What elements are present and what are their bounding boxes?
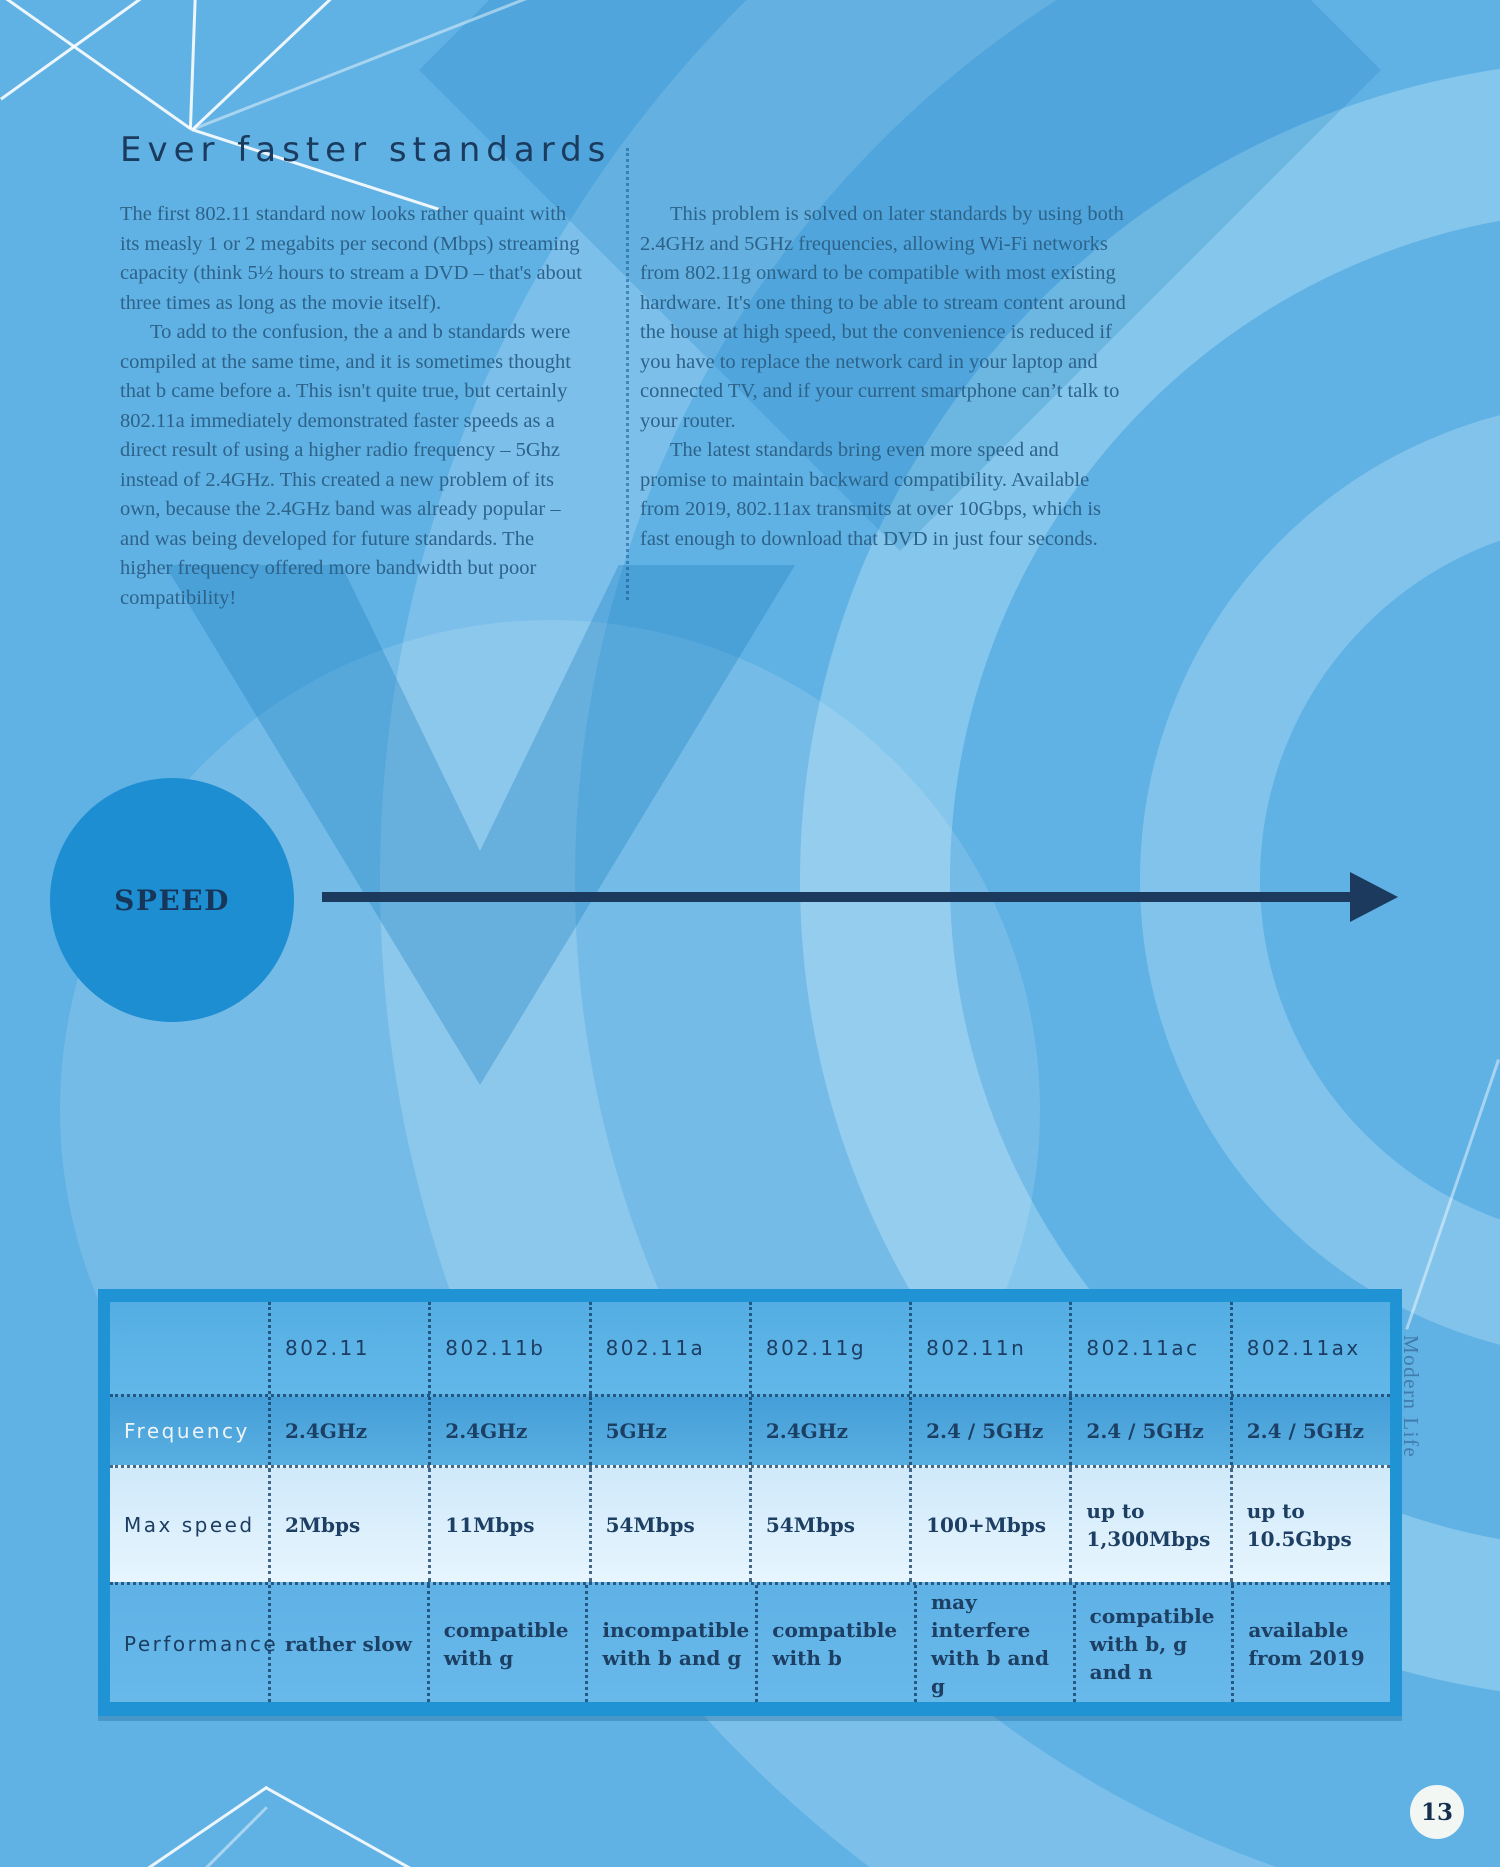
- table-corner-cell: [110, 1302, 268, 1394]
- paragraph: To add to the confusion, the a and b sta…: [120, 321, 571, 609]
- column-divider: [626, 148, 629, 600]
- table-cell: incompatible with b and g: [585, 1585, 755, 1702]
- row-label-max-speed: Max speed: [124, 1513, 255, 1537]
- corner-line-art: [1405, 1059, 1500, 1330]
- row-label-performance: Performance: [124, 1631, 279, 1656]
- column-header-802-11g: 802.11g: [748, 1302, 909, 1394]
- column-header-802-11ax: 802.11ax: [1229, 1302, 1390, 1394]
- table-header-row: 802.11 802.11b 802.11a 802.11g 802.11n 8…: [110, 1302, 1390, 1394]
- speed-arrow: [322, 892, 1354, 902]
- section-label: Modern Life: [1399, 1335, 1423, 1459]
- page-title: Ever faster standards: [120, 130, 612, 170]
- article-left-column: The first 802.11 standard now looks rath…: [120, 200, 590, 613]
- speed-arrowhead-icon: [1350, 872, 1398, 922]
- row-label-frequency: Frequency: [124, 1419, 250, 1443]
- table-cell: up to 10.5Gbps: [1229, 1468, 1390, 1582]
- column-header-802-11b: 802.11b: [428, 1302, 588, 1394]
- table-cell: 2.4 / 5GHz: [1069, 1397, 1229, 1465]
- table-row-frequency: Frequency 2.4GHz 2.4GHz 5GHz 2.4GHz 2.4 …: [110, 1394, 1390, 1465]
- table-row-performance: Performance rather slow compatible with …: [110, 1582, 1390, 1702]
- corner-line-art: [189, 0, 197, 129]
- table-cell: 2.4 / 5GHz: [909, 1397, 1069, 1465]
- table-cell: 2Mbps: [268, 1468, 428, 1582]
- table-cell: compatible with g: [426, 1585, 586, 1702]
- corner-line-art: [192, 0, 342, 130]
- paragraph: The latest standards bring even more spe…: [640, 439, 1101, 550]
- table-cell: compatible with b: [755, 1585, 914, 1702]
- table-cell: rather slow: [268, 1585, 427, 1702]
- table-cell: may interfere with b and g: [913, 1585, 1073, 1702]
- page-number: 13: [1420, 1798, 1453, 1826]
- column-header-802-11a: 802.11a: [588, 1302, 749, 1394]
- table-cell: available from 2019: [1231, 1585, 1390, 1702]
- table-cell: up to 1,300Mbps: [1069, 1468, 1229, 1582]
- table-cell: 54Mbps: [588, 1468, 749, 1582]
- table-row-max-speed: Max speed 2Mbps 11Mbps 54Mbps 54Mbps 100…: [110, 1465, 1390, 1582]
- column-header-802-11ac: 802.11ac: [1069, 1302, 1229, 1394]
- standards-table: 802.11 802.11b 802.11a 802.11g 802.11n 8…: [98, 1289, 1402, 1716]
- table-cell: 2.4GHz: [748, 1397, 909, 1465]
- table-cell: 11Mbps: [428, 1468, 588, 1582]
- page-number-badge: 13: [1410, 1785, 1464, 1839]
- table-cell: 2.4GHz: [428, 1397, 588, 1465]
- paragraph: This problem is solved on later standard…: [640, 203, 1126, 432]
- column-header-802-11: 802.11: [268, 1302, 428, 1394]
- corner-line-art: [205, 1806, 268, 1867]
- table-cell: 2.4 / 5GHz: [1229, 1397, 1390, 1465]
- table-cell: 2.4GHz: [268, 1397, 428, 1465]
- column-header-802-11n: 802.11n: [909, 1302, 1069, 1394]
- corner-line-art: [0, 0, 193, 131]
- table-cell: 54Mbps: [748, 1468, 909, 1582]
- paragraph: The first 802.11 standard now looks rath…: [120, 203, 582, 314]
- corner-line-art: [192, 0, 622, 131]
- speed-label: SPEED: [114, 883, 230, 917]
- table-cell: compatible with b, g and n: [1072, 1585, 1232, 1702]
- table-cell: 5GHz: [588, 1397, 749, 1465]
- table-cell: 100+Mbps: [909, 1468, 1069, 1582]
- article-right-column: This problem is solved on later standard…: [640, 200, 1126, 554]
- speed-badge: SPEED: [50, 778, 294, 1022]
- corner-line-art: [264, 1786, 471, 1867]
